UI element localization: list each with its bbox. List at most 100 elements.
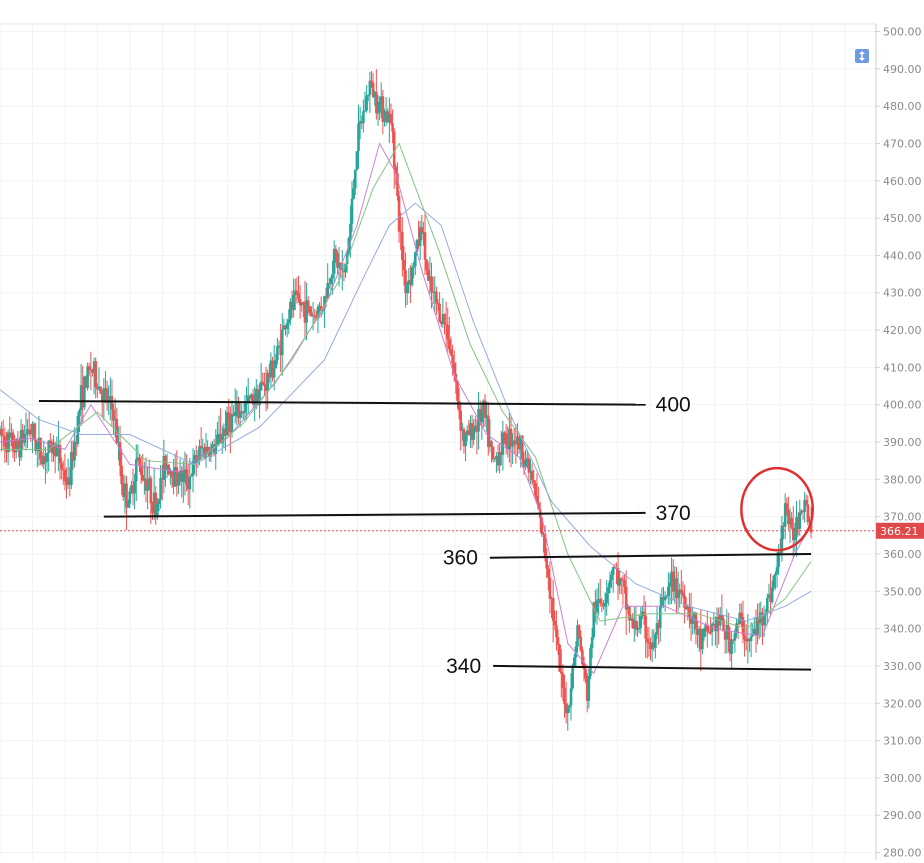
candle-body <box>399 231 402 233</box>
candle-body <box>61 469 65 471</box>
candle-body <box>206 446 209 453</box>
candle-body <box>266 373 269 391</box>
candle-body <box>662 597 665 601</box>
candle-body <box>289 301 292 320</box>
candle-body <box>409 280 412 285</box>
candle-body <box>352 188 355 199</box>
candle-body <box>543 533 547 557</box>
candle-body <box>472 429 475 440</box>
candle-body <box>488 441 492 447</box>
candle-body <box>217 433 221 435</box>
candle-body <box>211 444 214 448</box>
candle-body <box>126 503 130 508</box>
candle-body <box>782 525 785 527</box>
candle-body <box>428 276 432 281</box>
candle-body <box>547 568 550 578</box>
candle-body <box>71 451 75 461</box>
candle-body <box>676 593 680 599</box>
candle-body <box>439 321 443 324</box>
candle-body <box>761 612 764 626</box>
candle-body <box>527 458 531 473</box>
candle-body <box>40 459 44 465</box>
support-resistance-label: 340 <box>446 655 481 678</box>
candle-body <box>644 615 647 639</box>
candle-body <box>394 167 398 174</box>
candle-body <box>422 232 425 234</box>
candle-body <box>637 627 641 629</box>
candle-body <box>753 628 756 635</box>
price-axis-label: 450.00 <box>883 212 922 225</box>
candle-body <box>324 296 328 299</box>
candle-body <box>486 415 490 447</box>
scale-toggle-button[interactable] <box>855 49 869 63</box>
candle-body <box>237 402 240 418</box>
candle-body <box>214 444 218 455</box>
candle-body <box>744 639 748 642</box>
candle-body <box>423 232 427 260</box>
candle-body <box>749 636 753 642</box>
candle-body <box>328 283 331 285</box>
candle-body <box>681 592 685 596</box>
support-resistance-line[interactable] <box>489 552 812 559</box>
support-resistance-line[interactable] <box>38 399 646 406</box>
candle-body <box>264 385 268 391</box>
candle-body <box>433 291 437 293</box>
candle-body <box>175 467 179 486</box>
candle-body <box>233 411 237 417</box>
candle-body <box>235 402 239 412</box>
candle-body <box>26 429 29 434</box>
candle-body <box>79 385 83 411</box>
price-axis-label: 370.00 <box>883 511 922 524</box>
candle-body <box>798 512 802 529</box>
candle-body <box>57 445 60 448</box>
price-axis-label: 340.00 <box>883 623 922 636</box>
candle-body <box>173 467 177 487</box>
candle-body <box>256 389 260 406</box>
candle-body <box>446 325 450 340</box>
candle-body <box>383 119 386 123</box>
candle-body <box>608 580 612 588</box>
candle-body <box>791 527 795 541</box>
candle-body <box>464 433 467 447</box>
candle-body <box>94 361 98 388</box>
candle-body <box>250 394 253 399</box>
candle-body <box>199 445 203 449</box>
candle-body <box>626 606 630 610</box>
candle-body <box>27 429 31 431</box>
support-resistance-line[interactable] <box>493 664 812 671</box>
candle-body <box>167 464 171 475</box>
candle-body <box>117 442 120 444</box>
candle-body <box>50 442 54 454</box>
candle-body <box>31 423 34 435</box>
candle-body <box>641 611 644 617</box>
candle-body <box>670 571 673 583</box>
candle-body <box>222 428 226 437</box>
candle-body <box>362 111 365 124</box>
candle-body <box>73 441 76 461</box>
candle-body <box>806 504 810 523</box>
candle-body <box>564 704 568 714</box>
support-resistance-line[interactable] <box>103 511 646 518</box>
candle-body <box>652 642 656 648</box>
price-axis-label: 400.00 <box>883 399 922 412</box>
price-axis-label: 390.00 <box>883 436 922 449</box>
price-axis-label: 330.00 <box>883 660 922 673</box>
candle-body <box>229 421 232 433</box>
candle-body <box>104 387 107 389</box>
candle-body <box>375 91 378 114</box>
candle-body <box>84 376 88 389</box>
candle-body <box>704 624 707 629</box>
candle-body <box>613 566 617 568</box>
highlight-circle[interactable] <box>740 466 814 552</box>
candle-body <box>151 503 154 514</box>
candle-body <box>642 611 646 616</box>
candle-body <box>282 325 286 330</box>
candle-body <box>238 411 242 418</box>
candle-body <box>788 518 792 525</box>
candle-body <box>10 432 13 438</box>
candle-body <box>376 112 380 114</box>
candle-body <box>730 639 733 654</box>
candle-body <box>532 480 536 483</box>
candle-body <box>449 349 453 356</box>
